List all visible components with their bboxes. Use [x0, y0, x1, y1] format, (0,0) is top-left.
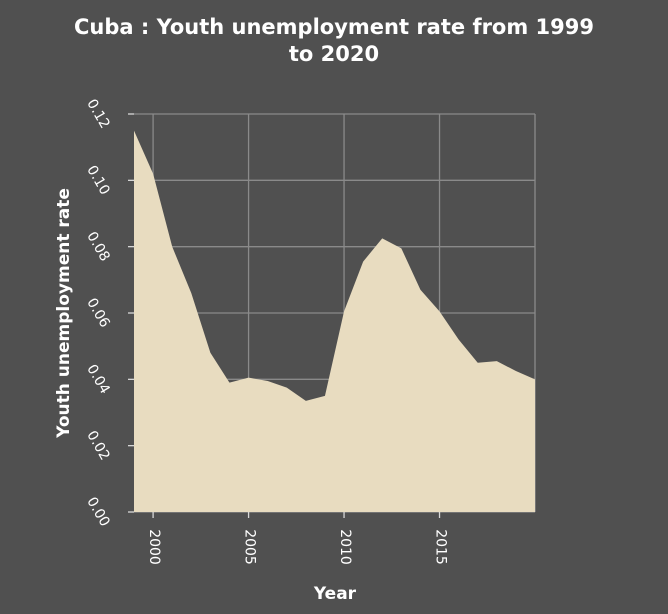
chart-title-line-2: to 2020	[289, 42, 379, 66]
chart-title-line-1: Cuba : Youth unemployment rate from 1999	[74, 15, 594, 39]
y-tick-label-5: 0.10	[83, 163, 112, 198]
y-tick-label-2: 0.04	[83, 362, 112, 397]
area-series	[134, 130, 535, 513]
y-axis-title: Youth unemployment rate	[54, 188, 74, 439]
x-tick-label-2: 2010	[337, 529, 353, 565]
y-tick-label-1: 0.02	[83, 428, 112, 463]
x-tick-label-0: 2000	[146, 529, 162, 565]
youth-unemployment-area	[134, 130, 535, 513]
y-tick-label-0: 0.00	[83, 495, 112, 530]
x-tick-label-3: 2015	[433, 529, 449, 565]
y-tick-label-3: 0.06	[83, 296, 112, 331]
y-tick-label-6: 0.12	[83, 97, 112, 132]
y-tick-label-4: 0.08	[83, 229, 112, 264]
x-axis-title: Year	[313, 584, 357, 604]
x-tick-label-1: 2005	[242, 529, 258, 565]
